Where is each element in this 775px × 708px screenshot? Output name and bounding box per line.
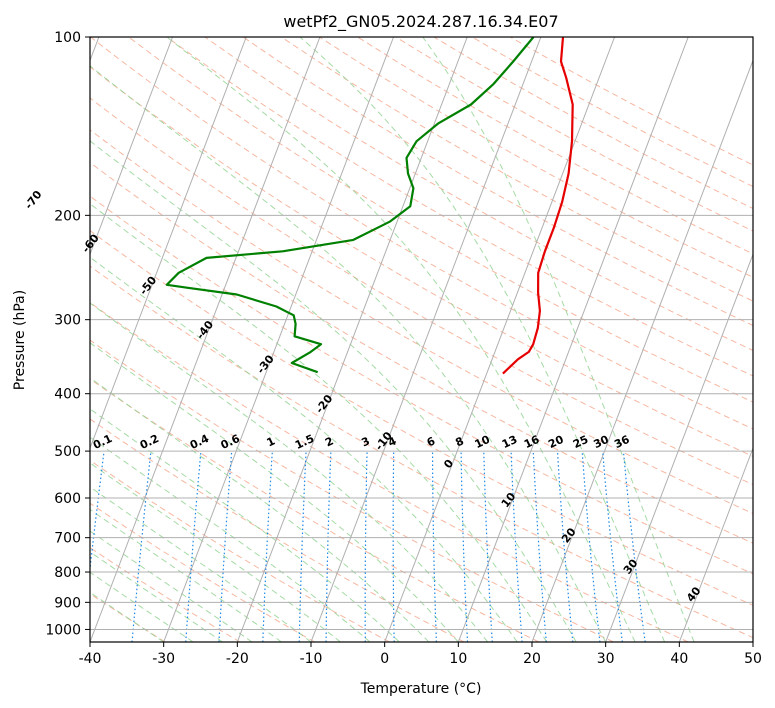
x-tick-label: 30 [597,651,615,667]
moist-adiabat [166,37,636,642]
mixing-ratio-line [185,451,202,642]
dry-adiabat [281,37,753,302]
y-tick-label: 300 [54,313,81,329]
moist-adiabat [299,37,666,642]
moist-adiabat [90,530,253,642]
dry-adiabat [90,418,465,642]
mixing-ratio-line [131,451,152,642]
moist-adiabat [90,342,459,642]
moist-adiabat [90,486,312,642]
mixing-ratio-line [622,451,646,642]
dry-adiabat [90,459,390,642]
y-tick-label: 900 [54,595,81,611]
dry-adiabat [90,502,315,642]
isotherm-line [457,37,689,642]
mixing-ratio-label: 30 [592,433,612,451]
y-tick-label: 1000 [45,622,81,638]
y-tick-label: 500 [54,444,81,460]
x-tick-label: -20 [226,651,249,667]
isotherm-line [605,252,753,642]
moist-adiabat [90,377,430,642]
moist-adiabat [90,256,518,642]
x-axis-label: Temperature (°C) [360,681,482,697]
y-tick-label: 700 [54,531,81,547]
x-tick-label: 40 [670,651,688,667]
dry-adiabat [90,547,241,642]
x-tick-label: -40 [79,651,102,667]
moist-adiabat [90,571,194,642]
x-tick-label: 50 [744,651,762,667]
mixing-ratio-line [90,451,105,574]
moist-adiabat [90,408,400,642]
mixing-ratio-label: 36 [612,433,632,451]
x-tick-label: -30 [152,651,175,667]
y-tick-label: 800 [54,565,81,581]
dry-adiabat [242,37,753,327]
isotherm-label: -70 [22,188,45,212]
moist-adiabat [90,203,548,642]
dewpoint-line [165,37,535,374]
moist-adiabat [90,436,371,642]
dry-adiabat [90,301,689,642]
isotherm-line [163,37,395,642]
isotherm-line [90,37,174,256]
moist-adiabat [422,37,695,642]
series-group [165,37,574,375]
chart-title: wetPf2_GN05.2024.287.16.34.E07 [283,12,558,32]
y-axis: 1000 900 800 700 600 500 400 300 200 100 [45,30,90,638]
plot-frame [89,36,754,643]
isotherm-line [90,37,247,450]
isotherm-line [531,59,753,642]
isotherm-line [90,37,321,642]
dry-adiabat [90,230,753,606]
mixing-ratio-line [602,451,623,642]
isotherm-line [752,640,753,642]
x-tick-label: 0 [380,651,389,667]
dry-adiabat [90,161,753,544]
mixing-ratio-label: 13 [500,433,519,451]
moist-adiabat [90,551,223,642]
mixing-ratio-line [556,451,574,642]
mixing-ratio-label: 25 [571,433,590,451]
pressure-gridlines [90,37,753,630]
dry-adiabat [90,37,753,430]
mixing-ratio-label: 16 [522,433,542,451]
y-tick-label: 400 [54,387,81,403]
mixing-ratio-line [581,451,601,642]
x-axis: -40 -30 -20 -10 0 10 20 30 40 50 [79,642,762,667]
mixing-ratio-label: 10 [473,433,493,451]
temperature-line [502,37,574,375]
y-axis-label: Pressure (hPa) [12,290,28,390]
isotherm-line [310,37,542,642]
y-tick-label: 100 [54,30,81,46]
isotherm-line [384,37,616,642]
y-tick-label: 200 [54,208,81,224]
x-tick-label: 10 [449,651,467,667]
dry-adiabat [90,378,540,642]
x-tick-label: 20 [523,651,541,667]
moist-adiabat [90,591,164,642]
dry-adiabat [90,129,753,515]
mixing-ratio-label: 20 [546,433,566,451]
dry-adiabat [90,339,614,642]
isotherm-line [678,446,753,642]
y-tick-label: 600 [54,491,81,507]
x-tick-label: -10 [300,651,323,667]
isotherm-line [236,37,468,642]
dry-adiabat [128,37,753,403]
moist-adiabat [90,140,577,642]
